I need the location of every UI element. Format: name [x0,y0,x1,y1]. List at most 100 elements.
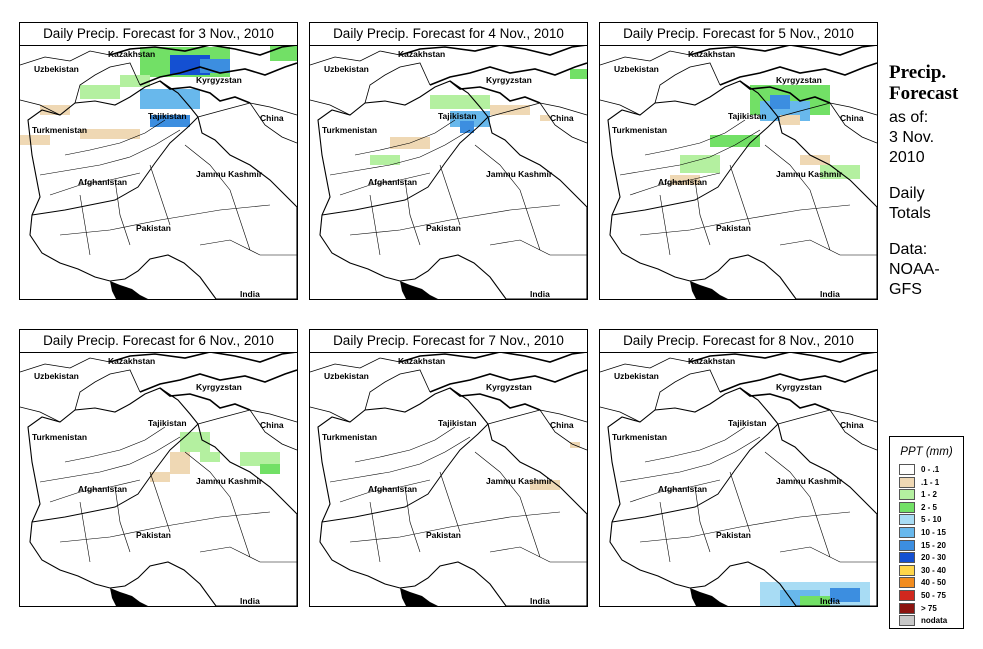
precip-cell [430,95,490,109]
forecast-panel-5: Daily Precip. Forecast for 7 Nov., 2010 … [309,329,588,607]
label-pakistan: Pakistan [426,223,461,233]
label-india: India [530,289,550,299]
precip-cell [540,115,550,121]
precip-cell [200,452,220,462]
label-turkmenistan: Turkmenistan [612,432,667,442]
label-china: China [550,420,574,430]
forecast-panel-4: Daily Precip. Forecast for 6 Nov., 2010 … [19,329,298,607]
label-pakistan: Pakistan [136,530,171,540]
legend-label: 15 - 20 [921,540,946,550]
label-tajikistan: Tajikistan [728,111,767,121]
legend-label: 2 - 5 [921,502,938,512]
label-tajikistan: Tajikistan [148,111,187,121]
legend-item: 15 - 20 [899,539,961,551]
label-afghanistan: Afghanistan [368,484,417,494]
precip-cell [240,452,280,466]
label-turkmenistan: Turkmenistan [32,125,87,135]
legend-item: 40 - 50 [899,577,961,589]
arabian-sea-coast [400,281,438,299]
legend-label: 30 - 40 [921,565,946,575]
precip-cell [570,69,587,79]
legend-item: 20 - 30 [899,552,961,564]
legend-label: .1 - 1 [921,477,940,487]
forecast-map: Kazakhstan Uzbekistan Kyrgyzstan Tajikis… [310,352,587,606]
legend-item: 10 - 15 [899,527,961,538]
legend-title: PPT (mm) [900,446,953,458]
label-afghanistan: Afghanistan [78,484,127,494]
label-tajikistan: Tajikistan [728,418,767,428]
panel-title: Daily Precip. Forecast for 7 Nov., 2010 [310,330,587,353]
precip-cell [140,89,200,109]
forecast-panel-1: Daily Precip. Forecast for 3 Nov., 2010 … [19,22,298,300]
legend-label: nodata [921,616,948,626]
legend-swatch [899,514,915,526]
precip-cell [530,480,560,490]
precip-cell [680,155,720,173]
afghanistan-pakistan-border [317,80,587,299]
afghanistan-pakistan-border [607,80,877,299]
label-pakistan: Pakistan [136,223,171,233]
precip-cell [150,472,170,482]
label-uzbekistan: Uzbekistan [324,371,369,381]
legend-swatch [899,501,915,513]
label-tajikistan: Tajikistan [438,418,477,428]
label-india: India [820,289,840,299]
legend-swatch [899,615,915,627]
precip-field [760,582,870,606]
arabian-sea-coast [690,281,728,299]
panel-title: Daily Precip. Forecast for 5 Nov., 2010 [600,23,877,46]
label-jammu-kashmir: Jammu Kashmir [486,169,553,179]
label-uzbekistan: Uzbekistan [34,64,79,74]
precip-cell [800,155,830,165]
arabian-sea-coast [690,588,728,606]
precip-cell [710,135,760,147]
label-china: China [840,113,864,123]
precip-cell [120,75,150,87]
label-pakistan: Pakistan [426,530,461,540]
legend-label: 5 - 10 [921,515,942,525]
precip-cell [80,85,120,99]
label-tajikistan: Tajikistan [148,418,187,428]
label-jammu-kashmir: Jammu Kashmir [776,476,843,486]
precip-cell [800,596,830,606]
legend-swatch [899,590,915,601]
precip-cell [490,105,530,115]
precip-cell [180,432,210,452]
forecast-panel-6: Daily Precip. Forecast for 8 Nov., 2010 … [599,329,878,607]
legend-item: nodata [899,615,961,627]
forecast-panel-3: Daily Precip. Forecast for 5 Nov., 2010 … [599,22,878,300]
label-uzbekistan: Uzbekistan [614,64,659,74]
legend-label: 50 - 75 [921,591,946,600]
legend-label: > 75 [921,603,937,613]
legend-item: 30 - 40 [899,564,961,576]
forecast-map: Kazakhstan Uzbekistan Kyrgyzstan Tajikis… [20,45,297,299]
legend-item: .1 - 1 [899,476,961,488]
legend-label: 20 - 30 [921,553,946,563]
precip-cell [370,155,400,165]
label-afghanistan: Afghanistan [368,177,417,187]
label-turkmenistan: Turkmenistan [322,432,377,442]
legend-swatch [899,527,915,538]
precip-cell [670,175,700,185]
daily-totals-note: Daily Totals [889,185,931,222]
label-afghanistan: Afghanistan [658,177,707,187]
precip-cell [80,129,140,139]
arabian-sea-coast [400,588,438,606]
label-kyrgyzstan: Kyrgyzstan [486,75,532,85]
label-india: India [240,596,260,606]
precip-cell [770,95,790,109]
legend-item: 5 - 10 [899,514,961,526]
legend-swatch [899,476,915,488]
legend-swatch [899,489,915,501]
panel-title: Daily Precip. Forecast for 3 Nov., 2010 [20,23,297,46]
label-jammu-kashmir: Jammu Kashmir [776,169,843,179]
label-kazakhstan: Kazakhstan [398,49,445,59]
label-kyrgyzstan: Kyrgyzstan [486,382,532,392]
label-kyrgyzstan: Kyrgyzstan [196,75,242,85]
label-kyrgyzstan: Kyrgyzstan [196,382,242,392]
label-china: China [550,113,574,123]
forecast-map: Kazakhstan Uzbekistan Kyrgyzstan Tajikis… [20,352,297,606]
label-kazakhstan: Kazakhstan [108,49,155,59]
legend-label: 40 - 50 [921,578,946,588]
data-source-note: Data: NOAA- GFS [889,241,940,298]
